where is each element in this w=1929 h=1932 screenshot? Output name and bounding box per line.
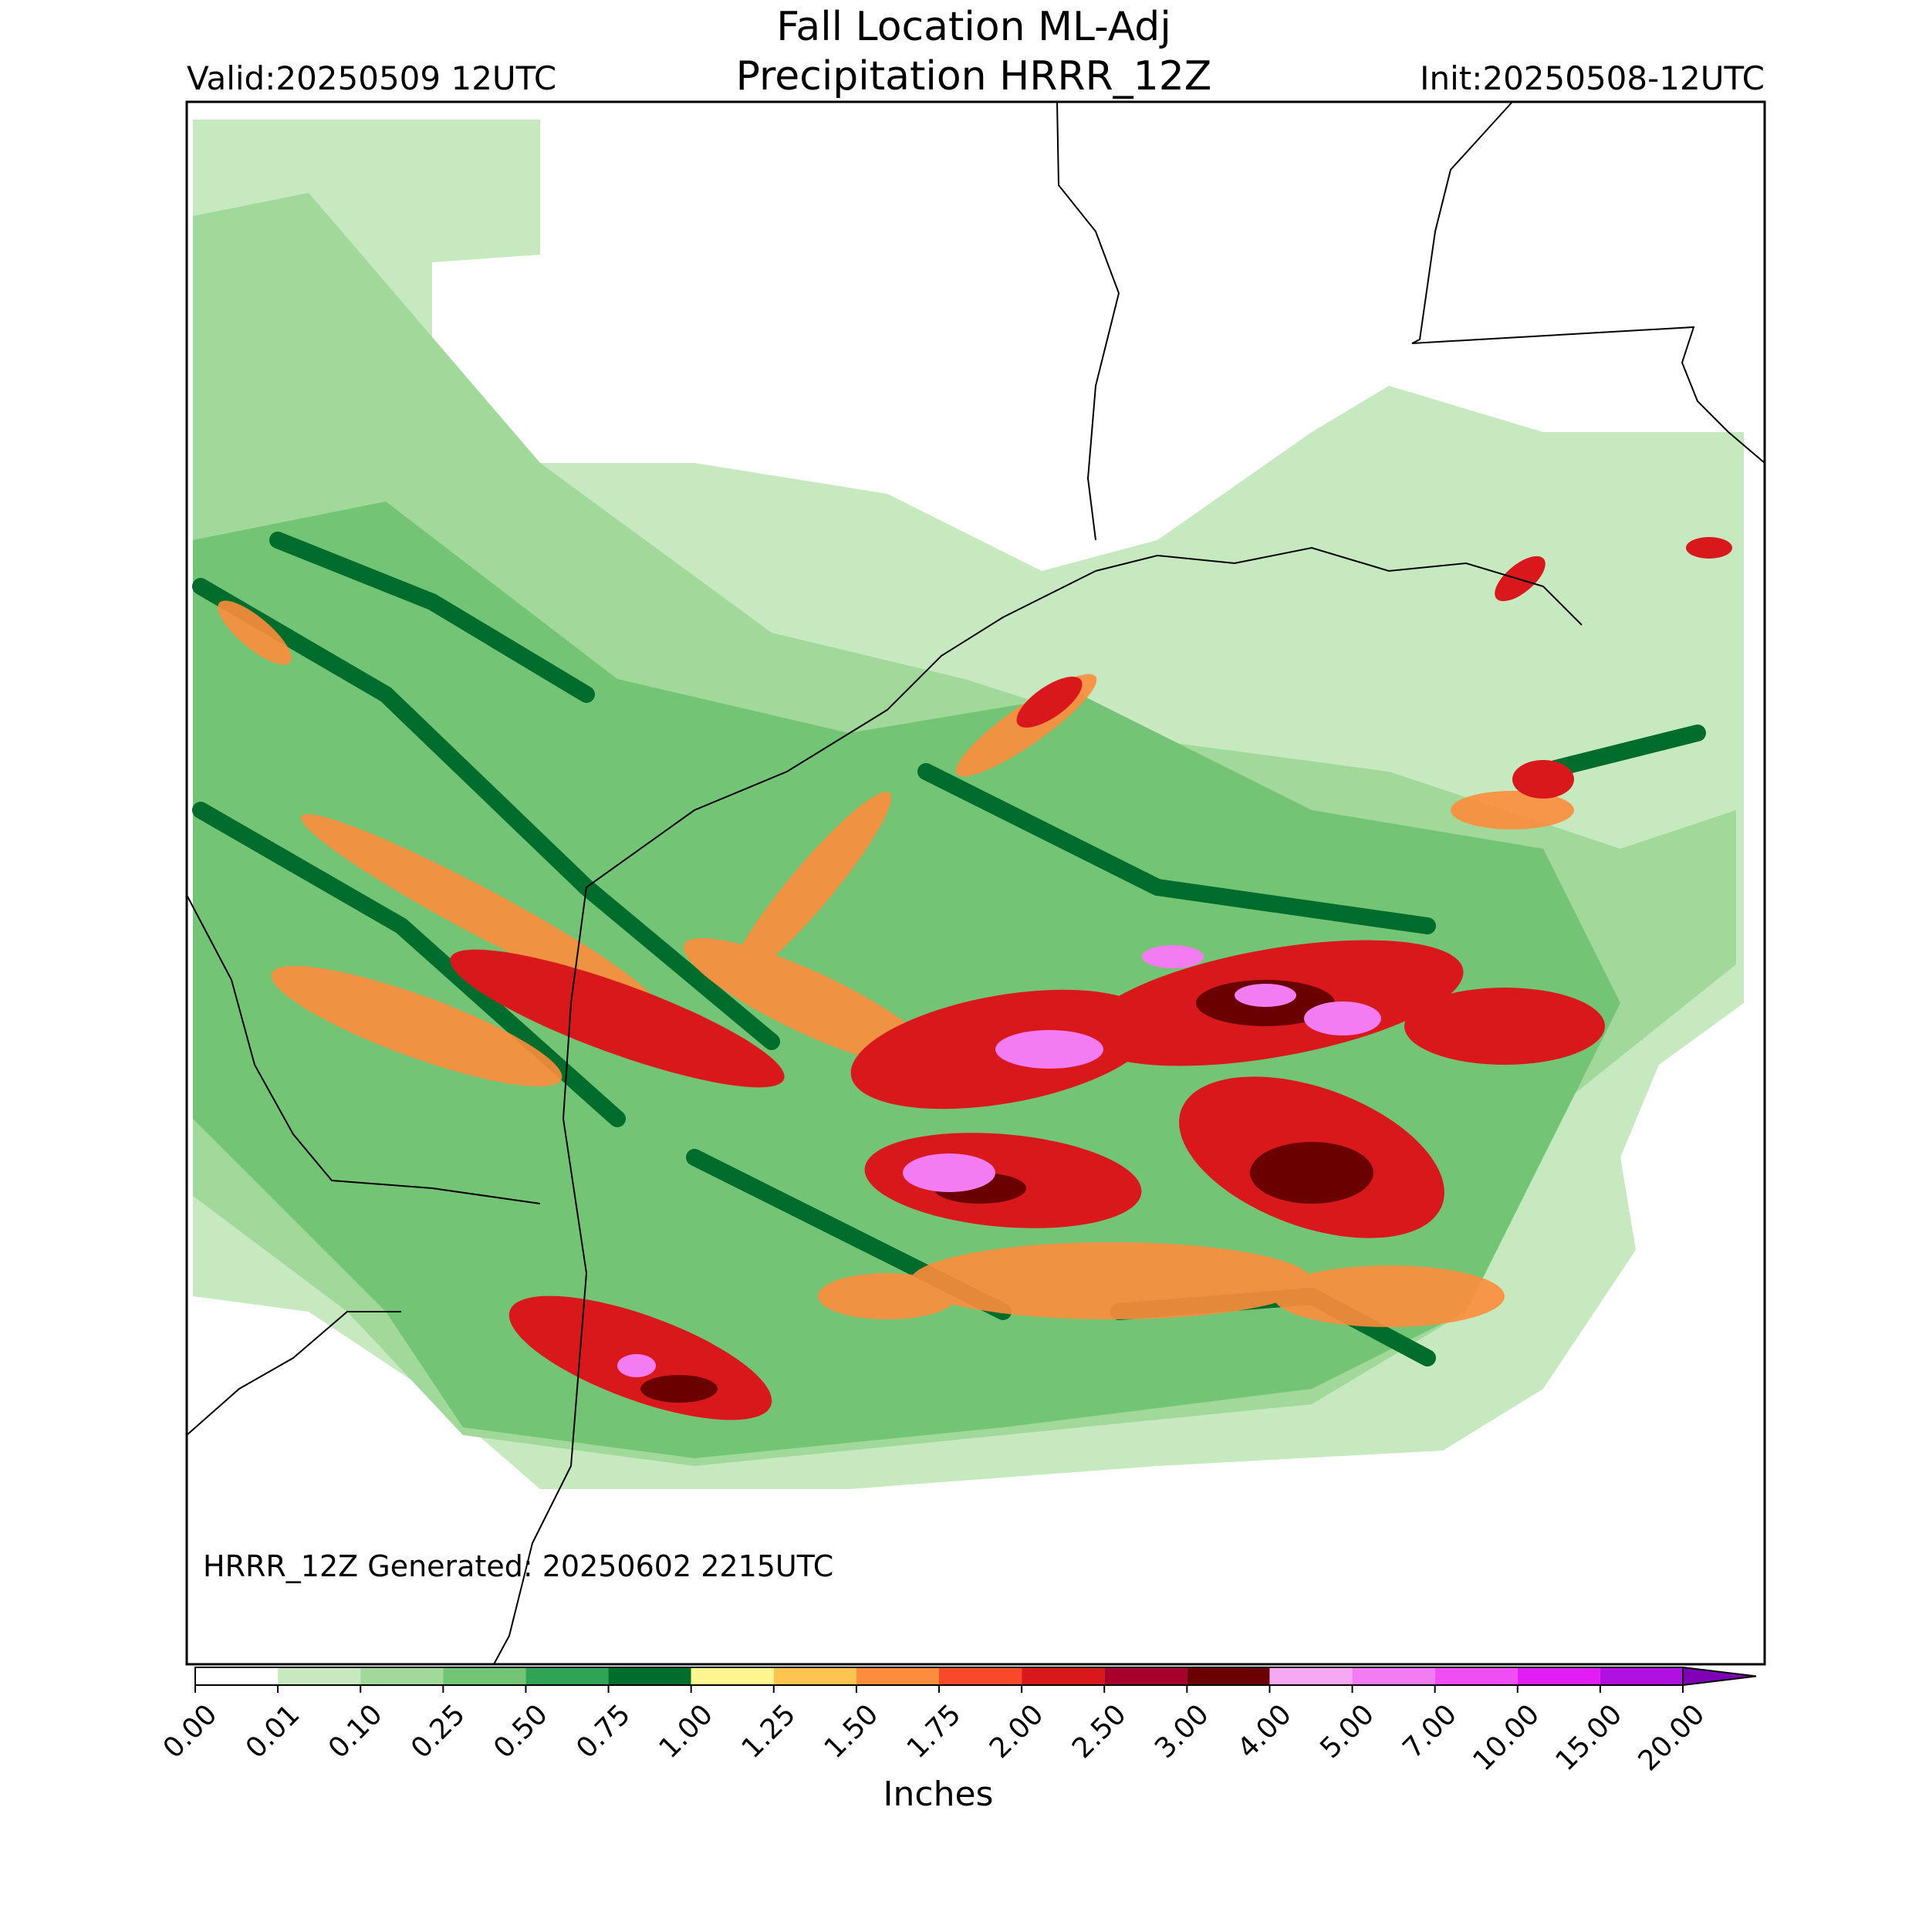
colorbar-segment <box>443 1667 526 1685</box>
colorbar-extend <box>1682 1666 1757 1687</box>
map-frame <box>185 100 1766 1666</box>
colorbar-tick-label: 2.50 <box>1066 1698 1133 1765</box>
valid-time: Valid:20250509 12UTC <box>187 59 556 97</box>
colorbar-segment <box>1600 1667 1683 1685</box>
colorbar-segment <box>195 1667 279 1685</box>
colorbar-tick-label: 10.00 <box>1467 1698 1546 1777</box>
colorbar-segment <box>1434 1667 1518 1685</box>
colorbar-segment <box>1517 1667 1600 1685</box>
colorbar: 0.00 0.01 0.10 0.25 0.50 0.75 1.00 1.25 1.50 1.75… <box>157 1666 1757 1777</box>
colorbar-segment <box>939 1667 1022 1685</box>
init-time: Init:20250508-12UTC <box>1420 59 1765 97</box>
colorbar-tick-label: 1.50 <box>819 1698 885 1765</box>
colorbar-tick-label: 1.75 <box>901 1698 968 1765</box>
colorbar-segment <box>773 1667 856 1685</box>
colorbar-tick-label: 0.25 <box>405 1698 471 1765</box>
colorbar-tick-label: 2.00 <box>984 1698 1050 1765</box>
colorbar-tick-label: 0.75 <box>570 1698 637 1765</box>
colorbar-segment <box>1352 1667 1435 1685</box>
colorbar-tick-label: 7.00 <box>1397 1698 1463 1765</box>
colorbar-segment <box>360 1667 444 1685</box>
colorbar-segment <box>278 1667 361 1685</box>
colorbar-tick-label: 5.00 <box>1314 1698 1380 1765</box>
colorbar-segment <box>691 1667 774 1685</box>
colorbar-segment <box>1187 1667 1270 1685</box>
colorbar-segment <box>856 1667 939 1685</box>
subtitle: Precipitation HRRR_12Z <box>736 53 1212 100</box>
colorbar-segment <box>1022 1667 1105 1685</box>
colorbar-tick-label: 0.50 <box>488 1698 554 1765</box>
colorbar-tick-label: 0.01 <box>240 1698 306 1765</box>
colorbar-segment <box>525 1667 609 1685</box>
precip-field <box>186 101 1765 1665</box>
colorbar-tick-label: 1.25 <box>736 1698 802 1765</box>
colorbar-tick-label: 1.00 <box>653 1698 719 1765</box>
colorbar-tick-label: 0.10 <box>323 1698 389 1765</box>
colorbar-tick-label: 4.00 <box>1231 1698 1298 1765</box>
colorbar-tick-label: 3.00 <box>1149 1698 1215 1765</box>
title: Fall Location ML-Adj <box>776 4 1171 50</box>
colorbar-tick-label: 20.00 <box>1633 1698 1711 1777</box>
colorbar-tick-label: 15.00 <box>1549 1698 1628 1777</box>
colorbar-tick-label: 0.00 <box>157 1698 224 1765</box>
colorbar-segment <box>608 1667 691 1685</box>
colorbar-segment <box>1269 1667 1353 1685</box>
colorbar-label: Inches <box>883 1775 994 1814</box>
generated-note: HRRR_12Z Generated: 20250602 2215UTC <box>203 1549 833 1583</box>
colorbar-segment <box>1104 1667 1187 1685</box>
